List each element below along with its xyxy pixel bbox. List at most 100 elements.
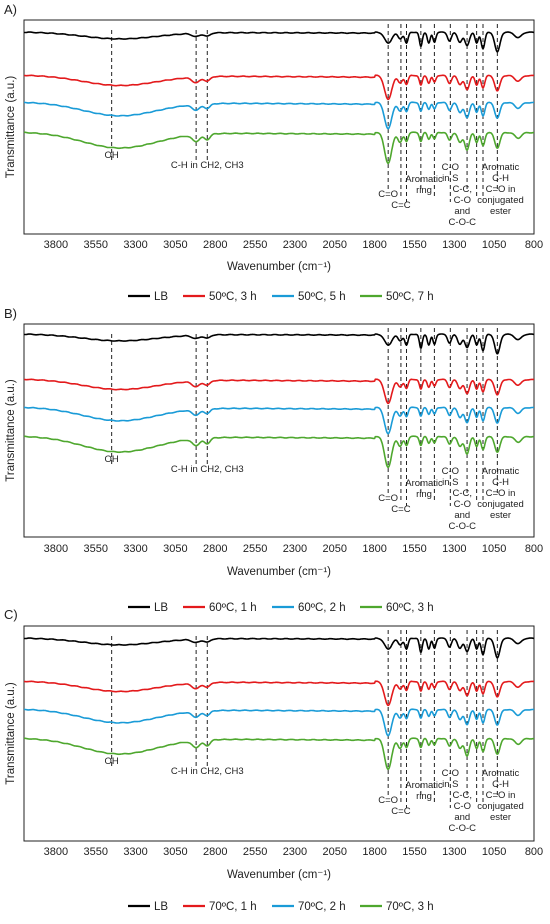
x-tick-label: 1050: [482, 846, 506, 858]
legend-entry: 50ºC, 7 h: [386, 291, 434, 303]
annotation-aromatic-ch: ester: [490, 206, 511, 217]
x-tick-label: 2550: [243, 543, 267, 555]
x-tick-label: 2550: [243, 239, 267, 251]
annotation-aromatic-ring: Aromatic: [405, 478, 443, 489]
annotation-cc-co-coc: C-C,: [453, 790, 473, 801]
annotation-co-double: C=O: [378, 493, 398, 504]
x-axis-label: Wavenumber (cm⁻¹): [227, 566, 331, 578]
panel-label: B): [4, 306, 17, 321]
annotation-cc-co-coc: and: [454, 510, 470, 521]
annotation-co-double: C=O: [378, 189, 398, 200]
x-tick-label: 2550: [243, 846, 267, 858]
series-line-4: [23, 435, 535, 469]
x-tick-label: 1300: [442, 846, 466, 858]
annotation-cc-double: C=C: [391, 806, 410, 817]
series-line-3: [23, 708, 535, 737]
x-tick-label: 1550: [402, 239, 426, 251]
annotation-ch: C-H in CH2, CH3: [171, 160, 244, 171]
annotation-aromatic-ring: ring: [416, 791, 432, 802]
annotation-oh: OH: [105, 454, 119, 465]
series-line-2: [23, 680, 535, 707]
series-line-3: [23, 101, 535, 130]
annotation-co-in-s: C-O: [442, 768, 459, 779]
annotation-aromatic-ring: ring: [416, 185, 432, 196]
legend-entry: 60ºC, 2 h: [298, 602, 346, 614]
annotation-cc-co-coc: C-O-C: [449, 521, 477, 532]
legend-1: LB 50ºC, 3 h 50ºC, 5 h 50ºC, 7 h: [128, 291, 434, 303]
legend-entry: 50ºC, 3 h: [209, 291, 257, 303]
x-axis-label: Wavenumber (cm⁻¹): [227, 261, 331, 273]
annotation-co-double: C=O: [378, 795, 398, 806]
x-tick-label: 3300: [123, 543, 147, 555]
annotation-oh: OH: [105, 150, 119, 161]
legend-entry: LB: [154, 291, 168, 303]
annotation-aromatic-ch: C=O in: [486, 184, 516, 195]
annotation-aromatic-ch: C=O in: [486, 790, 516, 801]
annotation-co-in-s: in S: [442, 173, 458, 184]
annotation-aromatic-ch: C-H: [492, 779, 509, 790]
annotation-aromatic-ch: Aromatic: [482, 466, 520, 477]
annotation-aromatic-ch: conjugated: [477, 801, 523, 812]
chart-panel-3: C) Transmittance (a.u.) OH C-H in CH2, CH3 C…: [4, 607, 543, 881]
x-tick-label: 3300: [123, 239, 147, 251]
x-tick-label: 1300: [442, 239, 466, 251]
x-tick-label: 3800: [44, 239, 68, 251]
annotation-cc-co-coc: C-O-C: [449, 217, 477, 228]
annotation-aromatic-ch: conjugated: [477, 195, 523, 206]
annotation-aromatic-ch: Aromatic: [482, 768, 520, 779]
x-tick-label: 3050: [163, 543, 187, 555]
y-axis-label: Transmittance (a.u.): [5, 379, 17, 482]
x-tick-label: 1800: [362, 846, 386, 858]
annotation-aromatic-ch: C-H: [492, 173, 509, 184]
annotation-cc-co-coc: C-O: [454, 195, 471, 206]
annotation-aromatic-ch: C-H: [492, 477, 509, 488]
x-tick-label: 800: [525, 239, 543, 251]
x-tick-label: 2800: [203, 239, 227, 251]
x-tick-label: 3550: [83, 239, 107, 251]
annotation-co-in-s: C-O: [442, 466, 459, 477]
annotation-cc-double: C=C: [391, 504, 410, 515]
legend-entry: 70ºC, 2 h: [298, 901, 346, 913]
x-tick-label: 800: [525, 846, 543, 858]
annotation-cc-co-coc: C-O: [454, 801, 471, 812]
annotation-aromatic-ring: Aromatic: [405, 780, 443, 791]
series-line-1: [23, 333, 535, 355]
series-line-3: [23, 406, 535, 435]
x-tick-label: 3550: [83, 846, 107, 858]
x-tick-label: 2050: [323, 239, 347, 251]
x-tick-label: 1050: [482, 239, 506, 251]
x-tick-label: 2800: [203, 543, 227, 555]
x-tick-label: 3300: [123, 846, 147, 858]
plot-frame: [23, 625, 535, 842]
panel-label: C): [4, 607, 18, 622]
series-line-4: [23, 131, 535, 165]
plot-frame: [23, 19, 535, 235]
panel-label: A): [4, 2, 17, 17]
series-line-4: [23, 737, 535, 771]
x-tick-label: 2300: [283, 543, 307, 555]
x-tick-label: 3800: [44, 846, 68, 858]
legend-entry: 60ºC, 3 h: [386, 602, 434, 614]
chart-panel-2: B) Transmittance (a.u.) OH C-H in CH2, CH3 C…: [4, 306, 543, 578]
y-axis-label: Transmittance (a.u.): [5, 76, 17, 179]
series-line-2: [23, 378, 535, 405]
annotation-co-in-s: C-O: [442, 162, 459, 173]
x-tick-label: 1300: [442, 543, 466, 555]
chart-panel-1: A) Transmittance (a.u.) OH C-H in CH2, CH3 C…: [4, 2, 543, 273]
legend-entry: 50ºC, 5 h: [298, 291, 346, 303]
x-tick-label: 2050: [323, 846, 347, 858]
annotation-ch: C-H in CH2, CH3: [171, 464, 244, 475]
x-tick-label: 3050: [163, 846, 187, 858]
x-tick-label: 2800: [203, 846, 227, 858]
legend-entry: 70ºC, 3 h: [386, 901, 434, 913]
x-tick-label: 3050: [163, 239, 187, 251]
x-tick-label: 2050: [323, 543, 347, 555]
y-axis-label: Transmittance (a.u.): [5, 682, 17, 785]
series-line-2: [23, 74, 535, 101]
annotation-cc-co-coc: and: [454, 206, 470, 217]
annotation-cc-double: C=C: [391, 200, 410, 211]
legend-2: LB 60ºC, 1 h 60ºC, 2 h 60ºC, 3 h: [128, 602, 434, 614]
annotation-aromatic-ring: ring: [416, 489, 432, 500]
annotation-cc-co-coc: C-C,: [453, 184, 473, 195]
